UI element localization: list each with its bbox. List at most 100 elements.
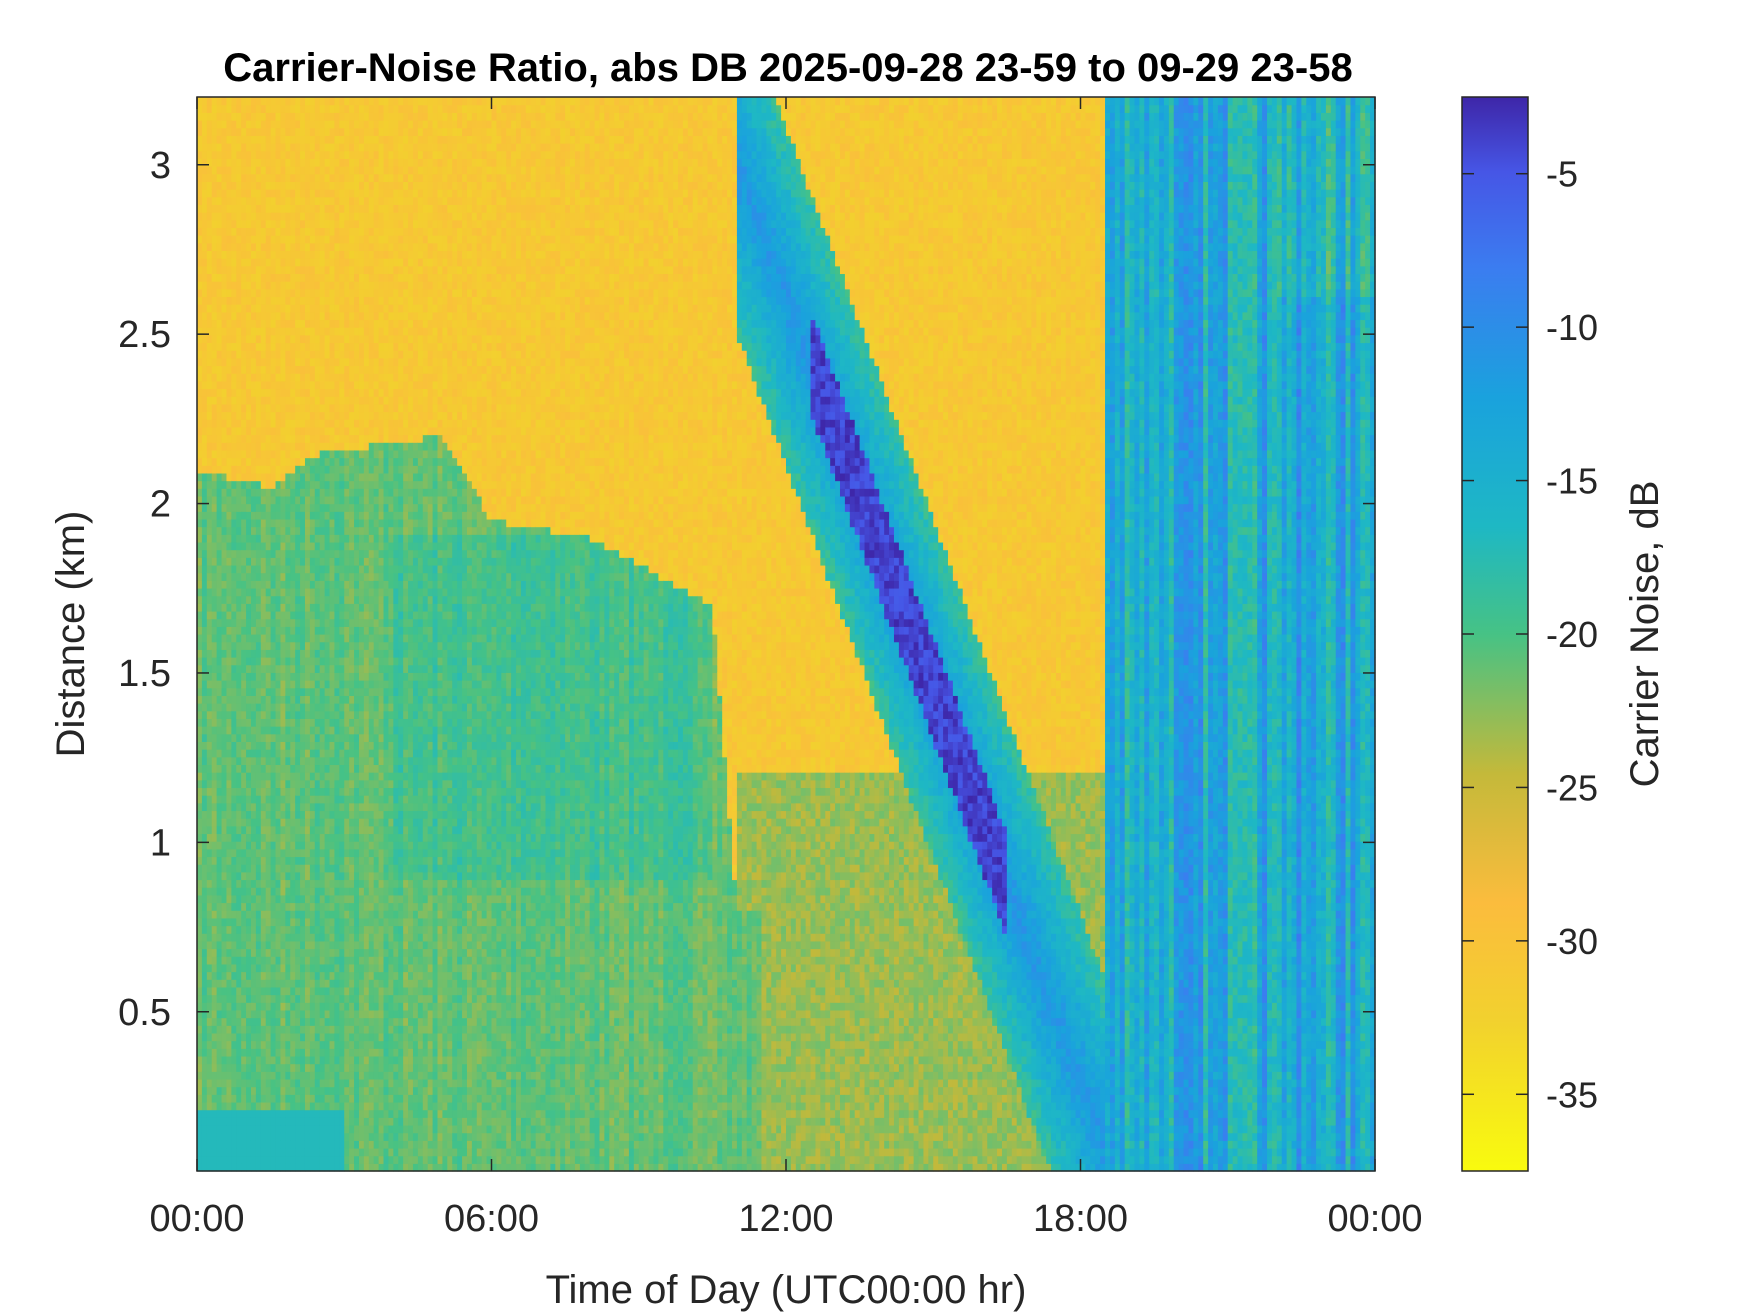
heatmap-cell (285, 266, 291, 274)
heatmap-cell (256, 603, 262, 611)
heatmap-cell (295, 366, 301, 374)
heatmap-cell (285, 680, 291, 688)
heatmap-cell (207, 757, 213, 765)
heatmap-cell (246, 504, 252, 512)
heatmap-cell (256, 810, 262, 818)
heatmap-cell (231, 879, 237, 887)
heatmap-cell (236, 419, 242, 427)
heatmap-cell (271, 1056, 277, 1064)
heatmap-cell (364, 181, 370, 189)
heatmap-cell (226, 427, 232, 435)
heatmap-cell (207, 412, 213, 420)
heatmap-cell (285, 565, 291, 573)
heatmap-cell (197, 105, 203, 113)
heatmap-cell (276, 327, 282, 335)
heatmap-cell (295, 174, 301, 182)
heatmap-cell (359, 1033, 365, 1041)
heatmap-cell (197, 381, 203, 389)
heatmap-cell (261, 849, 267, 857)
heatmap-cell (251, 1018, 257, 1026)
heatmap-cell (359, 726, 365, 734)
heatmap-cell (256, 987, 262, 995)
heatmap-cell (330, 450, 336, 458)
heatmap-cell (231, 657, 237, 665)
heatmap-cell (354, 772, 360, 780)
heatmap-cell (315, 979, 321, 987)
heatmap-cell (261, 565, 267, 573)
heatmap-cell (256, 235, 262, 243)
heatmap-cell (197, 949, 203, 957)
heatmap-cell (339, 726, 345, 734)
heatmap-cell (364, 665, 370, 673)
heatmap-cell (369, 1102, 375, 1110)
heatmap-cell (334, 250, 340, 258)
heatmap-cell (231, 1010, 237, 1018)
heatmap-cell (290, 1048, 296, 1056)
heatmap-cell (364, 757, 370, 765)
heatmap-cell (222, 504, 228, 512)
heatmap-cell (310, 227, 316, 235)
heatmap-cell (231, 864, 237, 872)
heatmap-cell (339, 166, 345, 174)
heatmap-cell (359, 1018, 365, 1026)
heatmap-cell (295, 1056, 301, 1064)
heatmap-cell (271, 519, 277, 527)
heatmap-cell (202, 818, 208, 826)
heatmap-cell (359, 243, 365, 251)
heatmap-cell (359, 926, 365, 934)
heatmap-cell (256, 427, 262, 435)
heatmap-cell (334, 1117, 340, 1125)
heatmap-cell (359, 389, 365, 397)
heatmap-cell (285, 841, 291, 849)
heatmap-cell (241, 979, 247, 987)
heatmap-cell (231, 197, 237, 205)
heatmap-cell (231, 504, 237, 512)
heatmap-cell (285, 626, 291, 634)
heatmap-cell (300, 335, 306, 343)
heatmap-cell (310, 949, 316, 957)
heatmap-cell (251, 1041, 257, 1049)
heatmap-cell (364, 649, 370, 657)
heatmap-cell (271, 1071, 277, 1079)
heatmap-cell (251, 626, 257, 634)
heatmap-cell (251, 972, 257, 980)
heatmap-cell (344, 787, 350, 795)
heatmap-cell (295, 151, 301, 159)
heatmap-cell (202, 557, 208, 565)
heatmap-cell (226, 772, 232, 780)
heatmap-cell (315, 135, 321, 143)
heatmap-cell (344, 1048, 350, 1056)
heatmap-cell (202, 312, 208, 320)
heatmap-cell (231, 327, 237, 335)
heatmap-cell (295, 1071, 301, 1079)
heatmap-cell (276, 680, 282, 688)
heatmap-cell (344, 412, 350, 420)
heatmap-cell (222, 419, 228, 427)
heatmap-cell (256, 158, 262, 166)
heatmap-cell (285, 1125, 291, 1133)
heatmap-cell (197, 1002, 203, 1010)
heatmap-cell (222, 519, 228, 527)
heatmap-cell (251, 611, 257, 619)
heatmap-cell (354, 1079, 360, 1087)
heatmap-cell (344, 642, 350, 650)
heatmap-cell (310, 895, 316, 903)
heatmap-cell (197, 918, 203, 926)
heatmap-cell (305, 657, 311, 665)
heatmap-cell (364, 557, 370, 565)
heatmap-cell (271, 1002, 277, 1010)
heatmap-cell (276, 856, 282, 864)
heatmap-cell (236, 603, 242, 611)
heatmap-cell (334, 1056, 340, 1064)
heatmap-cell (197, 427, 203, 435)
heatmap-cell (256, 519, 262, 527)
heatmap-cell (202, 1140, 208, 1148)
heatmap-cell (300, 596, 306, 604)
heatmap-cell (197, 166, 203, 174)
heatmap-cell (290, 1079, 296, 1087)
heatmap-cell (325, 289, 331, 297)
heatmap-cell (359, 833, 365, 841)
heatmap-cell (212, 726, 218, 734)
heatmap-cell (226, 1064, 232, 1072)
heatmap-cell (290, 212, 296, 220)
